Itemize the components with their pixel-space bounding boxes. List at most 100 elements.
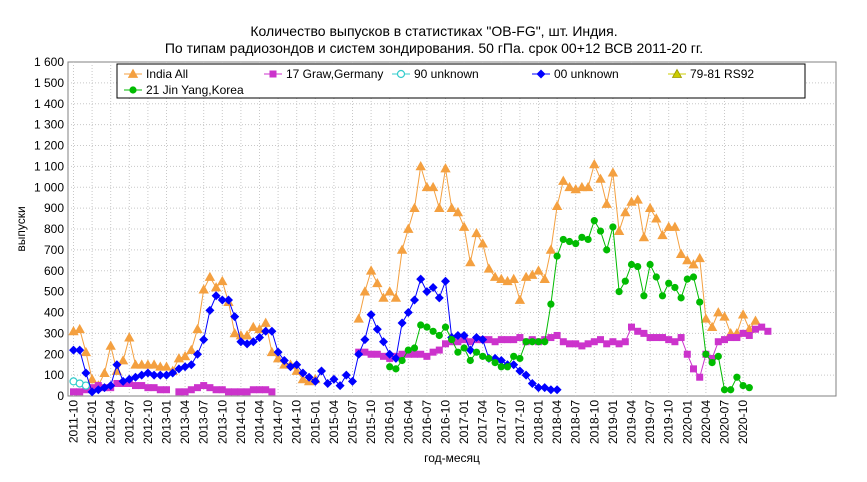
data-point	[713, 307, 724, 317]
data-point	[380, 352, 387, 360]
x-tick-label: 2017-01	[457, 400, 471, 444]
series-3	[69, 274, 562, 397]
data-point	[366, 310, 376, 320]
data-point	[632, 194, 643, 204]
data-point	[105, 340, 116, 350]
data-point	[348, 376, 357, 386]
data-point	[453, 330, 463, 340]
x-tick-label: 2013-04	[178, 400, 192, 444]
data-point	[708, 359, 716, 367]
data-point	[534, 383, 543, 393]
data-point	[224, 295, 233, 305]
data-point	[435, 346, 443, 354]
data-point	[509, 360, 519, 370]
data-point	[421, 181, 433, 192]
data-point	[256, 386, 263, 394]
series-line	[389, 219, 750, 391]
data-point	[372, 324, 382, 334]
data-point	[671, 283, 679, 292]
data-point	[317, 366, 326, 376]
data-point	[423, 323, 431, 331]
data-point	[601, 198, 612, 208]
data-point	[651, 213, 662, 223]
data-point	[378, 292, 389, 302]
data-point	[547, 300, 555, 308]
data-point	[161, 361, 172, 371]
x-tick-label: 2018-10	[587, 400, 601, 444]
data-point	[459, 330, 469, 340]
data-point	[155, 361, 166, 371]
data-point	[516, 334, 524, 342]
data-point	[441, 323, 450, 331]
data-point	[341, 370, 351, 380]
x-tick-label: 2013-01	[160, 400, 174, 444]
data-point	[429, 327, 437, 335]
x-tick-label: 2014-01	[234, 400, 248, 444]
data-point	[472, 348, 481, 356]
data-point	[86, 373, 98, 384]
data-point	[391, 353, 401, 363]
data-point	[396, 244, 408, 254]
data-point	[373, 350, 381, 358]
data-point	[465, 345, 475, 355]
y-tick-label: 800	[44, 222, 64, 236]
data-point	[559, 338, 567, 346]
legend-label: 00 unknown	[554, 67, 619, 81]
data-point	[112, 360, 122, 370]
data-point	[360, 335, 370, 345]
data-point	[403, 223, 414, 233]
x-tick-label: 2012-07	[122, 400, 136, 444]
data-point	[69, 345, 78, 355]
data-point	[261, 326, 271, 336]
data-point	[132, 382, 139, 390]
data-point	[572, 240, 580, 248]
data-point	[144, 384, 152, 392]
data-point	[627, 260, 636, 269]
data-point	[528, 338, 536, 346]
data-point	[372, 277, 383, 288]
data-point	[576, 181, 588, 192]
data-point	[727, 334, 735, 342]
data-point	[138, 382, 146, 390]
y-tick-label: 1 300	[34, 118, 64, 132]
data-point	[359, 286, 371, 296]
data-point	[298, 368, 308, 378]
legend-item: 90 unknown	[392, 67, 479, 81]
y-tick-label: 900	[44, 201, 64, 215]
x-tick-label: 2016-07	[420, 400, 434, 444]
y-tick-label: 400	[44, 306, 64, 320]
data-point	[398, 350, 406, 358]
data-point	[231, 388, 239, 396]
data-point	[168, 368, 178, 378]
data-point	[82, 386, 90, 394]
data-point	[628, 323, 635, 331]
data-point	[696, 298, 704, 306]
data-point	[448, 336, 456, 344]
data-point	[384, 286, 395, 296]
y-tick-label: 0	[57, 389, 64, 403]
data-point	[243, 388, 251, 396]
data-point	[186, 360, 196, 370]
data-point	[267, 326, 277, 336]
data-point	[640, 292, 648, 300]
data-point	[694, 252, 705, 263]
data-point	[409, 202, 420, 213]
data-point	[268, 388, 276, 396]
data-point	[496, 356, 506, 366]
data-point	[454, 348, 462, 356]
data-point	[442, 340, 449, 348]
y-tick-label: 100	[44, 368, 64, 382]
x-tick-label: 2014-04	[253, 400, 267, 444]
data-point	[179, 351, 191, 361]
data-point	[74, 323, 85, 334]
x-tick-label: 2012-01	[85, 400, 99, 444]
data-point	[385, 349, 395, 359]
legend-item: 79-81 RS92	[668, 67, 754, 81]
data-point	[615, 288, 623, 296]
data-point	[634, 327, 642, 335]
data-point	[415, 161, 426, 171]
x-axis-ticks: 2011-10 2012-01 2012-04 2012-07 2012-10 2013-…	[67, 400, 751, 444]
y-tick-label: 500	[44, 285, 64, 299]
legend-item: 17 Graw,Germany	[264, 67, 383, 81]
